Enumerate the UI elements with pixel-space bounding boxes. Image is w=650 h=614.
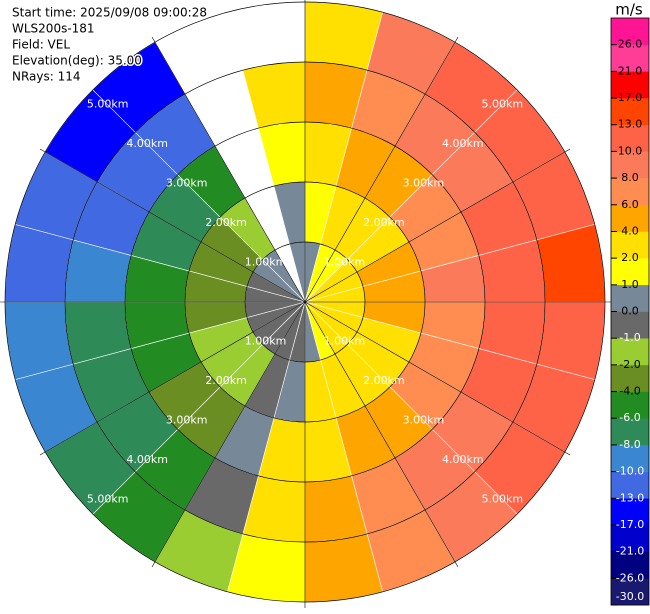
colorbar-swatch xyxy=(611,471,649,499)
colorbar-tick-label: 10.0 xyxy=(618,144,643,157)
colorbar-swatch xyxy=(611,284,649,312)
colorbar-swatch xyxy=(611,178,649,206)
colorbar-swatch xyxy=(611,18,649,45)
colorbar: m/s -30.0 -26.0 -21.0 -17.0 -13.0 -10.0 -8.0 -6… xyxy=(610,1,650,606)
range-ring-label: 3.00km xyxy=(166,413,208,426)
colorbar-tick-label: 4.0 xyxy=(621,224,639,237)
range-ring-label: 3.00km xyxy=(166,177,208,190)
range-ring-label: 2.00km xyxy=(205,216,247,229)
range-ring-label: 5.00km xyxy=(87,98,129,111)
colorbar-tick-label: -10.0 xyxy=(616,465,644,478)
header-line: Elevation(deg): 35.00 xyxy=(12,54,142,68)
azimuth-line xyxy=(39,148,306,303)
colorbar-tick-label: -2.0 xyxy=(619,358,640,371)
range-ring-label: 1.00km xyxy=(245,256,287,269)
colorbar-swatch xyxy=(611,98,649,126)
colorbar-swatch xyxy=(611,204,649,232)
colorbar-swatch xyxy=(611,151,649,179)
range-ring-label: 5.00km xyxy=(481,492,523,505)
plot: 1.00km 1.00km 1.00km 1.00km 2.00km 2.00km 2.00… xyxy=(0,0,611,608)
header: Start time: 2025/09/08 09:00:28 WLS200s-1… xyxy=(11,4,209,85)
range-ring-label: 3.00km xyxy=(403,177,445,190)
azimuth-line xyxy=(304,301,459,568)
colorbar-swatch xyxy=(611,551,649,579)
colorbar-tick-label: 2.0 xyxy=(621,251,639,264)
colorbar-tick-label: -21.0 xyxy=(616,545,644,558)
header-line: WLS200s-181 xyxy=(12,22,95,36)
range-ring-label: 3.00km xyxy=(403,413,445,426)
azimuth-line xyxy=(39,301,306,456)
azimuth-line xyxy=(151,36,306,303)
range-ring-label: 2.00km xyxy=(363,374,405,387)
colorbar-tick-label: 6.0 xyxy=(621,198,639,211)
colorbar-tick-label: 1.0 xyxy=(621,278,639,291)
colorbar-swatch xyxy=(611,578,649,606)
colorbar-swatch xyxy=(611,311,649,339)
colorbar-swatch xyxy=(611,338,649,366)
velocity-cell xyxy=(258,121,306,187)
range-ring-label: 1.00km xyxy=(324,334,366,347)
colorbar-tick-label: -6.0 xyxy=(619,411,640,424)
colorbar-tick-label: 26.0 xyxy=(618,38,643,51)
range-ring-label: 4.00km xyxy=(442,137,484,150)
range-ring xyxy=(124,121,486,483)
azimuth-line xyxy=(304,301,571,456)
colorbar-tick-label: 17.0 xyxy=(618,91,643,104)
colorbar-tick-label: 21.0 xyxy=(618,64,643,77)
azimuth-line xyxy=(304,148,571,303)
colorbar-swatch xyxy=(611,231,649,259)
colorbar-tick-label: -4.0 xyxy=(619,385,640,398)
range-ring-label: 5.00km xyxy=(87,492,129,505)
colorbar-swatch xyxy=(611,124,649,152)
colorbar-tick-label: -30.0 xyxy=(616,590,644,603)
colorbar-tick-label: -17.0 xyxy=(616,518,644,531)
header-line: Start time: 2025/09/08 09:00:28 xyxy=(12,6,207,20)
range-ring-label: 4.00km xyxy=(126,137,168,150)
range-ring-label: 4.00km xyxy=(442,453,484,466)
range-ring-label: 5.00km xyxy=(481,98,523,111)
range-ring xyxy=(64,61,546,543)
range-ring xyxy=(184,181,426,423)
azimuth-line xyxy=(304,36,459,303)
colorbar-swatch xyxy=(611,498,649,526)
range-ring xyxy=(4,1,606,603)
velocity-cell xyxy=(273,181,306,245)
azimuth-line xyxy=(151,301,306,568)
colorbar-title: m/s xyxy=(615,1,643,19)
header-line: NRays: 114 xyxy=(12,70,81,84)
colorbar-swatch xyxy=(611,71,649,99)
colorbar-swatch xyxy=(611,44,649,72)
colorbar-tick-label: -1.0 xyxy=(619,331,640,344)
colorbar-swatch xyxy=(611,524,649,552)
colorbar-tick-label: 13.0 xyxy=(618,118,643,131)
range-ring-label: 2.00km xyxy=(205,374,247,387)
colorbar-swatch xyxy=(611,444,649,472)
range-ring-label: 1.00km xyxy=(324,256,366,269)
colorbar-tick-label: -13.0 xyxy=(616,491,644,504)
range-ring-label: 1.00km xyxy=(245,334,287,347)
colorbar-swatch xyxy=(611,364,649,392)
colorbar-swatch xyxy=(611,258,649,286)
colorbar-tick-label: 0.0 xyxy=(621,305,639,318)
range-ring-label: 2.00km xyxy=(363,216,405,229)
colorbar-swatch xyxy=(611,391,649,419)
colorbar-swatch xyxy=(611,418,649,446)
header-line: Field: VEL xyxy=(12,38,70,52)
velocity-cell xyxy=(242,61,306,129)
colorbar-tick-label: -8.0 xyxy=(619,438,640,451)
range-ring xyxy=(244,241,366,363)
colorbar-tick-label: -26.0 xyxy=(616,571,644,584)
range-ring-label: 4.00km xyxy=(126,453,168,466)
colorbar-tick-label: 8.0 xyxy=(621,171,639,184)
